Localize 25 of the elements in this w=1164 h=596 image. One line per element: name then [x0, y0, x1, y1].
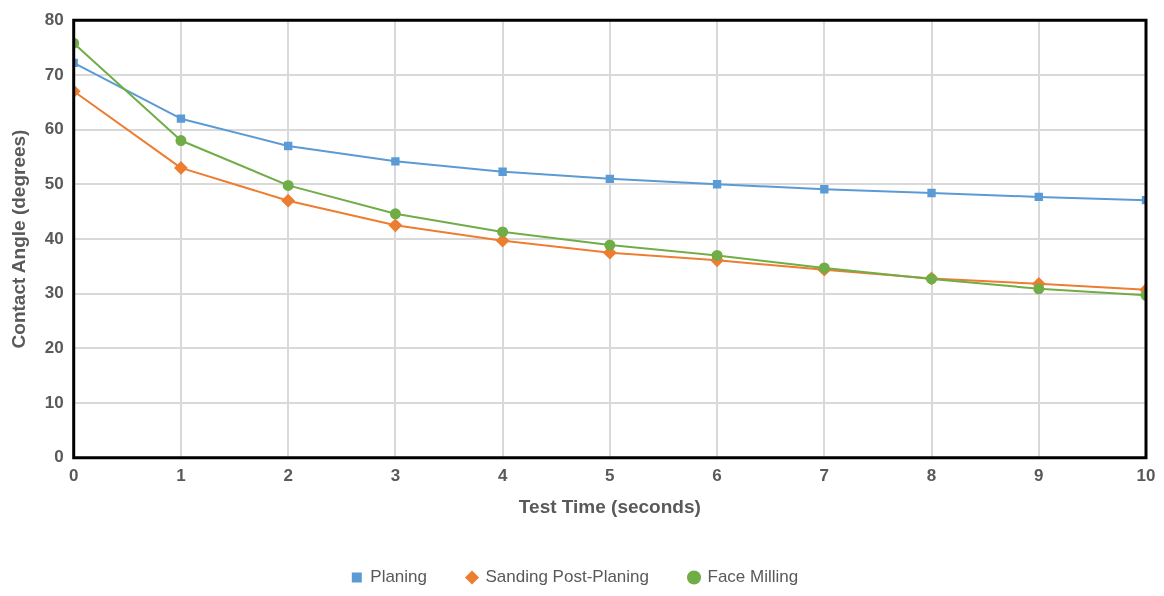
- legend-label: Face Milling: [707, 567, 799, 587]
- legend-label: Sanding Post-Planing: [485, 567, 650, 587]
- x-tick-label: 7: [819, 465, 830, 485]
- x-tick-label: 6: [712, 465, 722, 485]
- x-tick-label: 8: [926, 465, 937, 485]
- legend-label: Planing: [370, 567, 428, 587]
- x-tick-label: 9: [1034, 465, 1044, 485]
- x-axis-title: Test Time (seconds): [518, 495, 701, 517]
- y-axis-title: Contact Angle (degrees): [7, 129, 29, 349]
- y-tick-label: 70: [44, 64, 64, 84]
- y-tick-label: 0: [54, 447, 64, 467]
- y-tick-label: 80: [44, 9, 64, 29]
- x-tick-label: 1: [176, 465, 186, 485]
- x-tick-label: 4: [497, 465, 508, 485]
- x-tick-label: 10: [1136, 465, 1156, 485]
- x-tick-label: 0: [68, 465, 79, 485]
- y-tick-label: 10: [44, 392, 64, 412]
- y-tick-label: 30: [44, 283, 64, 303]
- y-tick-label: 50: [44, 173, 64, 193]
- x-tick-label: 2: [283, 465, 293, 485]
- x-tick-label: 5: [605, 465, 615, 485]
- y-tick-label: 20: [44, 338, 64, 358]
- y-tick-label: 40: [44, 228, 64, 248]
- x-tick-label: 3: [390, 465, 401, 485]
- y-tick-label: 60: [44, 119, 64, 139]
